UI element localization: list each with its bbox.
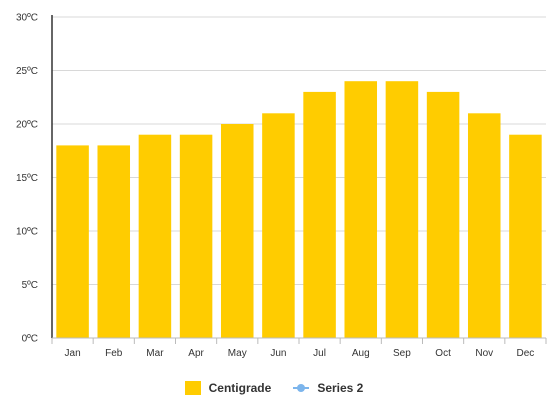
x-tick-label: Nov [475,348,493,359]
bar-nov[interactable] [467,113,501,338]
bar-feb[interactable] [97,145,131,338]
x-tick-label: Mar [146,348,164,359]
bar-oct[interactable] [426,91,460,339]
x-tick-label: May [228,348,247,359]
y-tick-label: 15ºC [16,173,38,184]
bars [56,81,542,339]
legend-item-series-2[interactable]: Series 2 [293,381,363,395]
y-axis-ticks: 0ºC 5ºC 10ºC 15ºC 20ºC 25ºC 30ºC [16,13,38,345]
x-tick-label: Sep [393,348,411,359]
legend-swatch-series-2 [293,381,310,395]
legend: Centigrade Series 2 [0,378,548,398]
x-tick-label: Aug [352,348,370,359]
bar-sep[interactable] [385,81,419,338]
legend-label-series-2: Series 2 [317,381,364,395]
bar-jun[interactable] [262,113,295,338]
bar-dec[interactable] [509,134,542,338]
x-tick-label: Jun [270,348,286,359]
bar-apr[interactable] [179,134,213,338]
bar-may[interactable] [220,124,254,338]
y-tick-label: 20ºC [16,120,38,131]
legend-item-centigrade[interactable]: Centigrade [184,381,272,395]
x-axis-ticks: Jan Feb Mar Apr May Jun Jul Aug Sep Oct Nov Dec [65,348,535,359]
axes [51,15,547,344]
y-tick-label: 0ºC [22,334,38,345]
gridlines [52,16,546,285]
legend-swatch-centigrade [184,381,201,395]
bar-aug[interactable] [344,81,378,338]
x-tick-label: Oct [435,348,451,359]
y-tick-label: 5ºC [22,280,38,291]
x-tick-label: Apr [188,348,204,359]
y-tick-label: 25ºC [16,66,38,77]
x-tick-label: Jan [65,348,81,359]
x-tick-label: Feb [105,348,123,359]
bar-jan[interactable] [56,145,89,338]
legend-label-centigrade: Centigrade [208,381,272,395]
y-tick-label: 30ºC [16,13,38,24]
x-tick-label: Jul [313,348,326,359]
x-tick-label: Dec [517,348,535,359]
bar-jul[interactable] [303,91,336,339]
bar-mar[interactable] [138,134,172,338]
y-tick-label: 10ºC [16,227,38,238]
